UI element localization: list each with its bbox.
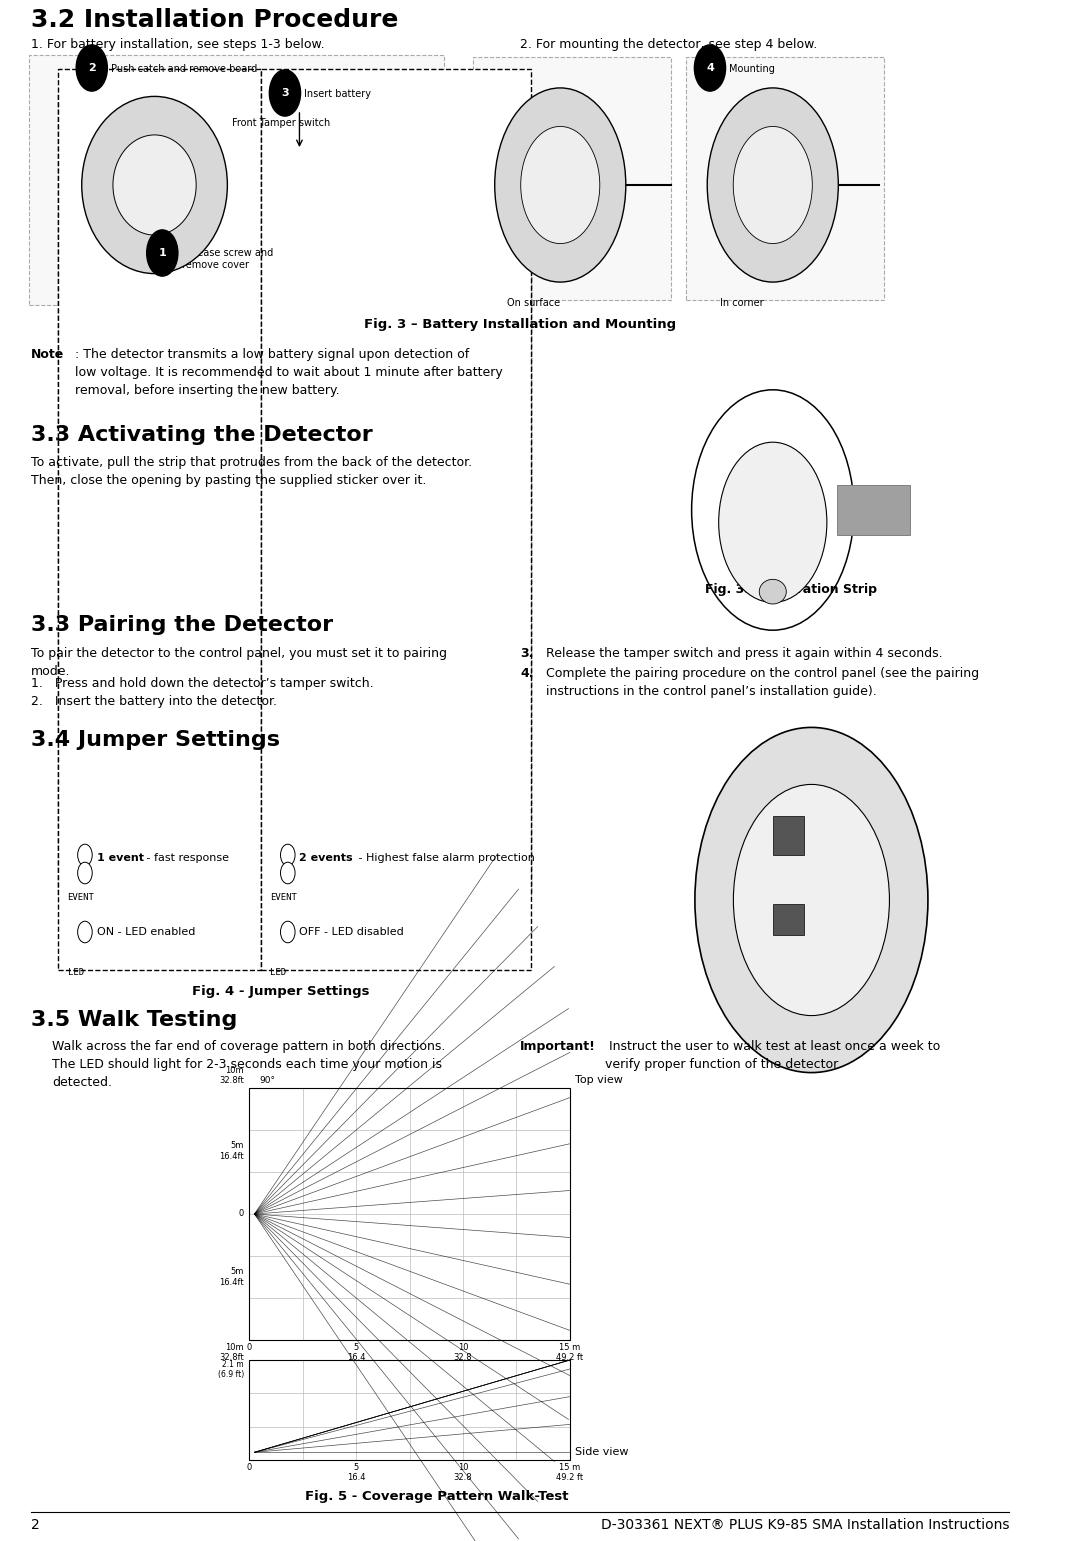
Text: OFF - LED disabled: OFF - LED disabled: [299, 928, 404, 937]
Circle shape: [733, 784, 890, 1016]
Text: 3.5 Walk Testing: 3.5 Walk Testing: [31, 1009, 238, 1029]
Text: 0: 0: [247, 1344, 252, 1351]
Text: EVENT: EVENT: [270, 892, 297, 901]
Text: 15 m
49.2 ft: 15 m 49.2 ft: [557, 1462, 584, 1482]
Circle shape: [78, 922, 93, 943]
Circle shape: [78, 863, 93, 885]
Circle shape: [708, 88, 838, 282]
Text: Top view: Top view: [575, 1076, 623, 1085]
Circle shape: [280, 863, 295, 885]
Circle shape: [280, 844, 295, 866]
Circle shape: [146, 230, 178, 276]
Text: Side view: Side view: [575, 1447, 629, 1456]
Text: : The detector transmits a low battery signal upon detection of
low voltage. It : : The detector transmits a low battery s…: [75, 348, 503, 398]
Circle shape: [269, 69, 300, 116]
Bar: [837, 485, 910, 535]
Text: 3.2 Installation Procedure: 3.2 Installation Procedure: [31, 8, 398, 32]
Text: 1: 1: [158, 248, 166, 257]
Text: D-303361 NEXT® PLUS K9-85 SMA Installation Instructions: D-303361 NEXT® PLUS K9-85 SMA Installati…: [601, 1518, 1009, 1532]
Text: Note: Note: [31, 348, 65, 361]
Circle shape: [695, 45, 726, 91]
Text: 1. For battery installation, see steps 1-3 below.: 1. For battery installation, see steps 1…: [31, 39, 325, 51]
Circle shape: [695, 727, 928, 1073]
Text: 5m
16.4ft: 5m 16.4ft: [220, 1267, 244, 1287]
Text: 1 event: 1 event: [97, 854, 143, 863]
Text: 10
32.8: 10 32.8: [453, 1462, 473, 1482]
Text: Fig. 5 - Coverage Pattern Walk-Test: Fig. 5 - Coverage Pattern Walk-Test: [305, 1490, 569, 1502]
FancyBboxPatch shape: [473, 57, 671, 300]
Text: 3.: 3.: [520, 647, 533, 660]
Text: 90°: 90°: [260, 1076, 276, 1085]
FancyBboxPatch shape: [58, 69, 261, 969]
Ellipse shape: [113, 136, 196, 236]
Text: 3.3 Pairing the Detector: 3.3 Pairing the Detector: [31, 615, 334, 635]
Circle shape: [733, 126, 812, 243]
Text: - Highest false alarm protection: - Highest false alarm protection: [355, 854, 535, 863]
Text: Push catch and remove board: Push catch and remove board: [111, 65, 257, 74]
Circle shape: [718, 442, 827, 603]
Text: 4.: 4.: [520, 667, 534, 680]
Circle shape: [76, 45, 108, 91]
Text: EVENT: EVENT: [68, 892, 95, 901]
Text: 5
16.4: 5 16.4: [347, 1462, 365, 1482]
Circle shape: [494, 88, 626, 282]
Circle shape: [78, 844, 93, 866]
Text: 10
32.8: 10 32.8: [453, 1344, 473, 1362]
Text: Important!: Important!: [520, 1040, 596, 1053]
Text: 10m
32.8ft: 10m 32.8ft: [220, 1065, 244, 1085]
Text: 0: 0: [247, 1462, 252, 1472]
Text: Mounting: Mounting: [729, 65, 775, 74]
FancyBboxPatch shape: [261, 69, 531, 969]
Text: LED: LED: [68, 968, 84, 977]
Text: 2 events: 2 events: [299, 854, 353, 863]
Text: To activate, pull the strip that protrudes from the back of the detector.
Then, : To activate, pull the strip that protrud…: [31, 456, 473, 487]
Text: Fig. 3 – Battery Installation and Mounting: Fig. 3 – Battery Installation and Mounti…: [364, 317, 676, 331]
FancyBboxPatch shape: [686, 57, 884, 300]
Text: Front Tamper switch: Front Tamper switch: [232, 119, 330, 128]
Ellipse shape: [759, 579, 786, 604]
Text: 3: 3: [281, 88, 289, 99]
Text: 2: 2: [88, 63, 96, 72]
Text: Fig. 4 - Jumper Settings: Fig. 4 - Jumper Settings: [192, 985, 369, 999]
Text: 2.   Insert the battery into the detector.: 2. Insert the battery into the detector.: [31, 695, 277, 707]
Text: 10m
32.8ft: 10m 32.8ft: [220, 1344, 244, 1362]
Text: Insert battery: Insert battery: [305, 89, 372, 99]
Circle shape: [280, 922, 295, 943]
Text: ON - LED enabled: ON - LED enabled: [97, 928, 195, 937]
Text: In corner: In corner: [719, 297, 764, 308]
Text: To pair the detector to the control panel, you must set it to pairing
mode.: To pair the detector to the control pane…: [31, 647, 447, 678]
Text: LED: LED: [270, 968, 286, 977]
Text: 3.4 Jumper Settings: 3.4 Jumper Settings: [31, 730, 280, 750]
Text: On surface: On surface: [507, 297, 560, 308]
Text: 2: 2: [31, 1518, 40, 1532]
Text: 5
16.4: 5 16.4: [347, 1344, 365, 1362]
Text: Release screw and
remove cover: Release screw and remove cover: [182, 248, 272, 270]
Text: 4: 4: [707, 63, 714, 72]
Bar: [249, 1361, 570, 1459]
Text: 2.1 m
(6.9 ft): 2.1 m (6.9 ft): [218, 1361, 244, 1379]
Text: 15 m
49.2 ft: 15 m 49.2 ft: [557, 1344, 584, 1362]
FancyBboxPatch shape: [261, 94, 531, 895]
Text: 1.   Press and hold down the detector’s tamper switch.: 1. Press and hold down the detector’s ta…: [31, 676, 374, 690]
Ellipse shape: [82, 97, 227, 274]
Text: Walk across the far end of coverage pattern in both directions.
The LED should l: Walk across the far end of coverage patt…: [52, 1040, 446, 1089]
Text: 0: 0: [239, 1210, 244, 1219]
Bar: [249, 1088, 570, 1341]
FancyBboxPatch shape: [58, 94, 261, 895]
Text: 3.3 Activating the Detector: 3.3 Activating the Detector: [31, 425, 373, 445]
Text: 5m
16.4ft: 5m 16.4ft: [220, 1142, 244, 1160]
Bar: [773, 817, 805, 855]
Text: 2. For mounting the detector, see step 4 below.: 2. For mounting the detector, see step 4…: [520, 39, 817, 51]
FancyBboxPatch shape: [29, 55, 445, 305]
Text: Release the tamper switch and press it again within 4 seconds.: Release the tamper switch and press it a…: [546, 647, 942, 660]
Text: Fig. 3a – Activation Strip: Fig. 3a – Activation Strip: [705, 582, 877, 596]
Circle shape: [520, 126, 600, 243]
Bar: [773, 905, 805, 935]
Circle shape: [691, 390, 854, 630]
Text: Instruct the user to walk test at least once a week to
verify proper function of: Instruct the user to walk test at least …: [605, 1040, 940, 1071]
Text: - fast response: - fast response: [143, 854, 229, 863]
Text: Complete the pairing procedure on the control panel (see the pairing
instruction: Complete the pairing procedure on the co…: [546, 667, 979, 698]
